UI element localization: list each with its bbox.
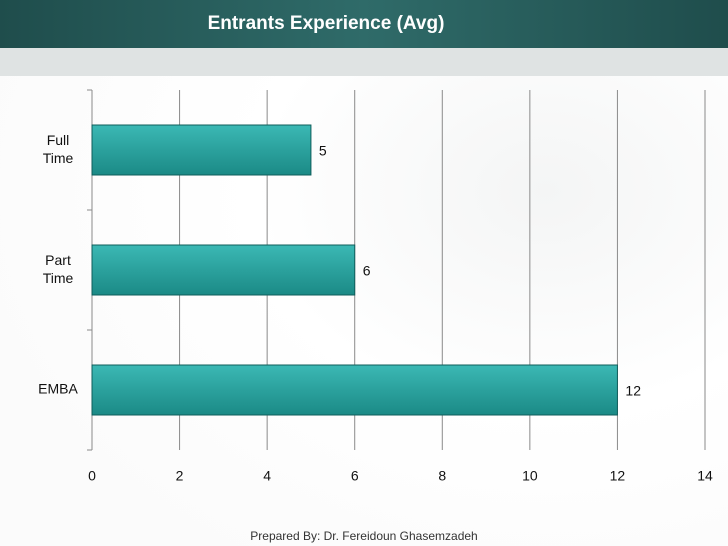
x-tick-label: 8: [438, 468, 446, 484]
x-tick-label: 14: [697, 468, 713, 484]
data-label: 6: [363, 263, 371, 279]
bar: [91, 124, 312, 176]
bar: [91, 244, 356, 296]
x-tick-label: 12: [610, 468, 626, 484]
x-tick-label: 10: [522, 468, 538, 484]
y-tick-label: Part Time: [43, 252, 74, 286]
y-tick-label: Full Time: [43, 132, 74, 166]
title-bar: [0, 0, 728, 48]
chart-title: Entrants Experience (Avg): [208, 13, 445, 34]
data-label: 12: [625, 383, 641, 399]
bar: [91, 364, 618, 416]
x-tick-label: 2: [176, 468, 184, 484]
footer: Prepared By: Dr. Fereidoun Ghasemzadeh: [250, 529, 477, 543]
x-tick-label: 6: [351, 468, 359, 484]
x-tick-label: 4: [263, 468, 271, 484]
x-tick-label: 0: [88, 468, 96, 484]
y-tick-label: EMBA: [38, 381, 78, 397]
data-label: 5: [319, 143, 327, 159]
header-strip: [0, 48, 728, 76]
